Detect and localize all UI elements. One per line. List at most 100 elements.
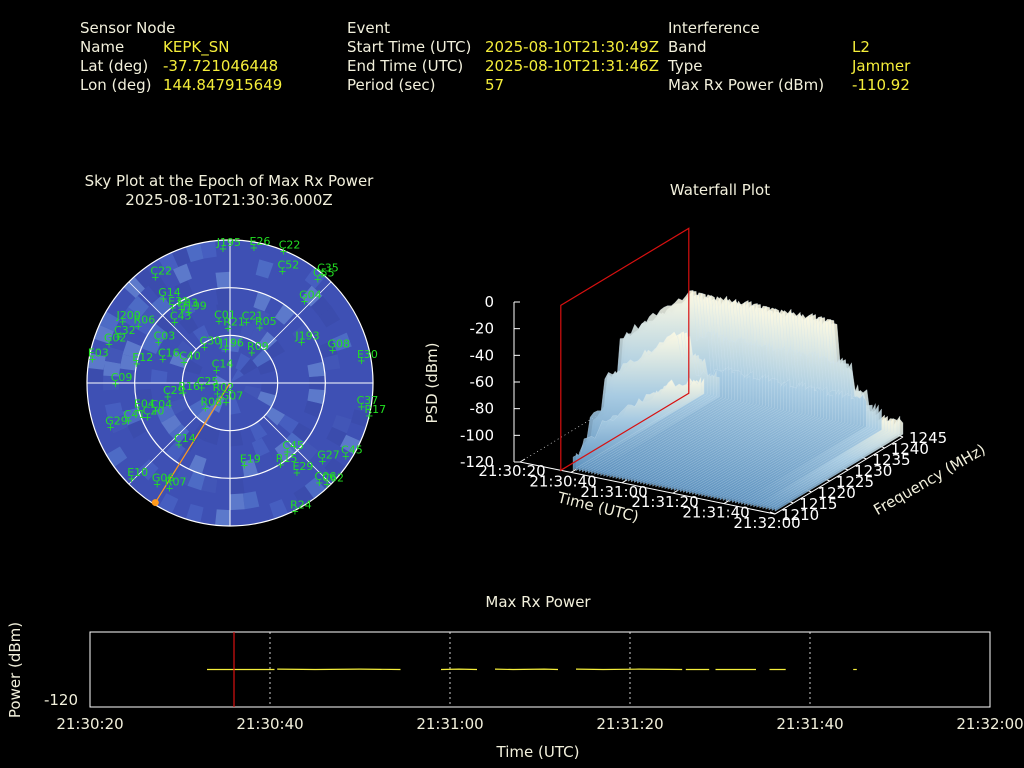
wf-z-tick-label: -20 bbox=[470, 320, 495, 338]
sky-sat-marker: + bbox=[154, 338, 162, 349]
sky-sat-marker: + bbox=[212, 366, 220, 377]
sky-sat-marker: + bbox=[168, 303, 176, 314]
sky-sat-marker: + bbox=[276, 460, 284, 471]
sky-cell bbox=[204, 426, 221, 446]
sky-sat-label: C40 bbox=[179, 350, 201, 363]
sky-cell bbox=[127, 419, 148, 439]
sky-cell bbox=[171, 246, 191, 267]
sky-cell bbox=[214, 375, 230, 383]
sky-sat-marker: + bbox=[329, 346, 337, 357]
sky-cell bbox=[265, 406, 286, 426]
event-end-label: End Time (UTC) bbox=[347, 57, 464, 75]
sky-sat-label: E29 bbox=[292, 460, 313, 473]
wf-time-tick-label: 21:31:20 bbox=[631, 493, 698, 511]
sky-sat-marker: + bbox=[88, 355, 96, 366]
sky-cell bbox=[332, 414, 352, 434]
event-start-value: 2025-08-10T21:30:49Z bbox=[485, 38, 659, 56]
sky-sat-marker: + bbox=[224, 323, 232, 334]
sky-satellites: +J195 +E26+C22+C52+C35+C55+G04+C22+G14+E3… bbox=[88, 235, 386, 518]
sky-sat-label: C20 bbox=[143, 404, 165, 417]
sky-cell bbox=[340, 434, 361, 455]
sky-sat-label: E19 bbox=[240, 452, 261, 465]
sky-sat-label: E12 bbox=[132, 351, 153, 364]
sky-cell bbox=[178, 314, 199, 335]
sky-cell bbox=[319, 307, 341, 328]
sky-cell bbox=[255, 259, 274, 279]
sky-sat-label: G14 bbox=[158, 286, 181, 299]
sky-sat-marker: + bbox=[291, 506, 299, 517]
sky-cell bbox=[235, 353, 251, 371]
sky-sat-label: C52 bbox=[278, 259, 300, 272]
sky-sat-label: C35 bbox=[317, 261, 339, 274]
sky-cell bbox=[307, 388, 326, 405]
interference-power-value: -110.92 bbox=[852, 76, 910, 94]
sky-cell bbox=[192, 324, 211, 345]
event-start-label: Start Time (UTC) bbox=[347, 38, 472, 56]
sky-cell bbox=[99, 311, 120, 332]
sky-azimuth-spoke bbox=[128, 281, 197, 350]
event-heading: Event bbox=[347, 19, 390, 37]
sky-sat-marker: + bbox=[115, 332, 123, 343]
sky-cell bbox=[104, 402, 124, 420]
wf-freq-tick-label: 1225 bbox=[836, 473, 874, 491]
sky-cell bbox=[269, 499, 289, 520]
sky-sat-marker: + bbox=[105, 340, 113, 351]
sky-sat-marker: + bbox=[200, 343, 208, 354]
sky-cell bbox=[103, 360, 121, 377]
sky-sat-label: G08 bbox=[327, 338, 350, 351]
wf-time-tick bbox=[570, 468, 577, 473]
wf-freq-tick-label: 1220 bbox=[818, 484, 856, 502]
sky-sat-marker: + bbox=[201, 404, 209, 415]
sky-sat-marker: + bbox=[215, 316, 223, 327]
sky-cell bbox=[87, 353, 106, 370]
sky-sat-label: C41 bbox=[124, 408, 146, 421]
sky-sat-marker: + bbox=[242, 318, 250, 329]
sky-cell bbox=[216, 303, 230, 321]
sky-cell bbox=[215, 271, 230, 289]
sky-sat-marker: + bbox=[283, 447, 291, 458]
sky-cell bbox=[303, 400, 323, 418]
sky-sat-label: J193 bbox=[294, 330, 319, 343]
sensor-name-label: Name bbox=[80, 38, 125, 56]
sky-sat-label: R06 bbox=[134, 314, 156, 327]
sky-sat-marker: + bbox=[213, 389, 221, 400]
sky-sat-marker: + bbox=[184, 307, 192, 318]
sky-cell bbox=[133, 315, 155, 336]
sky-cell bbox=[137, 459, 159, 481]
sky-sat-marker: + bbox=[164, 392, 172, 403]
sky-sat-label: E04 bbox=[134, 397, 155, 410]
max-rx-x-label: Time (UTC) bbox=[496, 743, 580, 761]
wf-time-tick-label: 21:31:40 bbox=[682, 504, 749, 522]
wf-time-axis bbox=[519, 461, 776, 515]
sky-sat-label: E33 bbox=[177, 296, 198, 309]
sky-sat-marker: + bbox=[256, 323, 264, 334]
max-rx-frame bbox=[89, 631, 991, 708]
sky-sat-label: E30 bbox=[357, 348, 378, 361]
sky-cell bbox=[172, 263, 192, 284]
sky-sat-marker: + bbox=[124, 416, 132, 427]
sky-sat-label: C14 bbox=[174, 432, 196, 445]
sky-sat-marker: + bbox=[159, 294, 167, 305]
sensor-name-value: KEPK_SN bbox=[163, 38, 230, 56]
sky-cell bbox=[239, 320, 256, 340]
sky-cell bbox=[201, 475, 218, 494]
sky-sat-marker: + bbox=[133, 359, 141, 370]
sky-sat-label: J195 bbox=[216, 236, 241, 249]
wf-freq-tick-label: 1215 bbox=[799, 495, 837, 513]
sky-cell bbox=[188, 454, 207, 475]
max-rx-x-tick-label: 21:31:00 bbox=[416, 715, 483, 733]
sky-cell bbox=[104, 346, 124, 364]
sky-cell bbox=[350, 409, 370, 428]
sky-cell bbox=[241, 458, 259, 478]
sky-sat-label: C22 bbox=[150, 264, 172, 277]
sensor-lon-value: 144.847915649 bbox=[163, 76, 283, 94]
sky-sat-marker: + bbox=[159, 355, 167, 366]
sky-cell bbox=[147, 323, 168, 344]
sky-cell bbox=[108, 414, 128, 434]
sky-cell bbox=[230, 493, 245, 511]
sky-cell bbox=[265, 340, 286, 360]
sky-sat-label: C09 bbox=[111, 371, 133, 384]
wf-z-tick-label: -40 bbox=[470, 346, 495, 364]
sky-azimuth-spoke bbox=[263, 416, 332, 485]
